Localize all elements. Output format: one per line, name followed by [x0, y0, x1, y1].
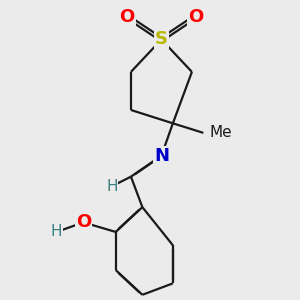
- Text: H: H: [51, 224, 62, 239]
- Text: N: N: [154, 147, 169, 165]
- Text: S: S: [155, 31, 168, 49]
- Text: O: O: [76, 213, 91, 231]
- Text: Me: Me: [209, 125, 232, 140]
- Text: O: O: [119, 8, 135, 26]
- Text: H: H: [106, 179, 118, 194]
- Text: O: O: [188, 8, 203, 26]
